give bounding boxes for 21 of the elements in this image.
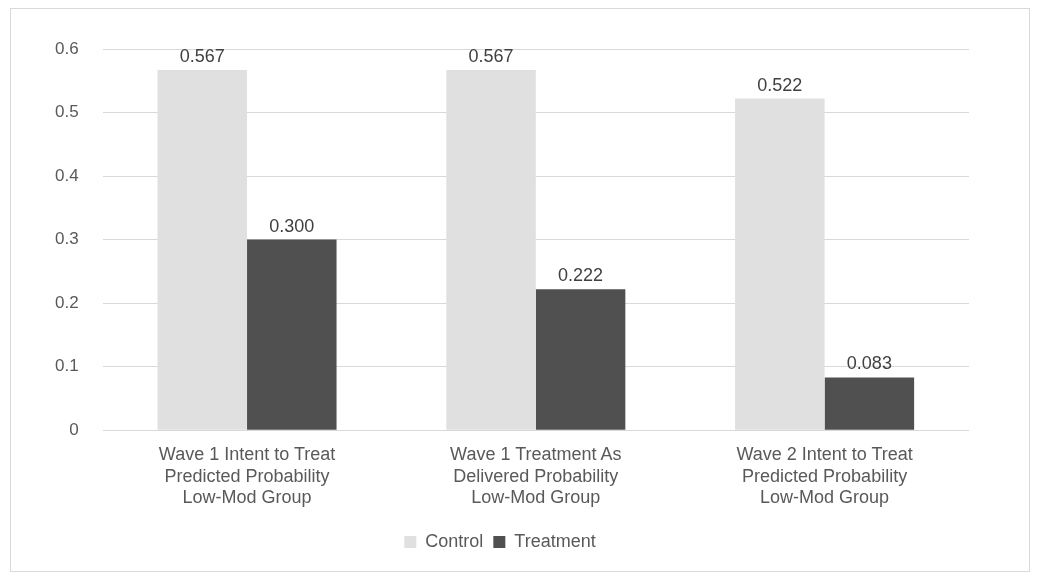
legend-label: Treatment [514,530,596,551]
y-tick-label: 0.2 [54,292,79,312]
data-label: 0.300 [269,215,315,236]
x-tick-label: Wave 2 Intent to Treat Predicted Probability Low-Mod Group [736,443,913,508]
y-tick-label: 0.1 [54,356,79,376]
data-label: 0.083 [846,353,892,374]
bar [535,289,626,430]
y-tick-label: 0 [69,419,79,439]
bar [824,377,915,430]
y-tick-label: 0.6 [54,38,79,58]
data-label: 0.567 [468,45,514,66]
data-label: 0.567 [179,45,225,66]
legend-label: Control [425,530,484,551]
y-tick-label: 0.5 [54,102,79,122]
y-tick-label: 0.3 [54,229,79,249]
bar [247,239,337,430]
x-tick-label: Wave 1 Intent to Treat Predicted Probability Low-Mod Group [158,443,336,508]
y-tick-label: 0.4 [54,165,79,185]
data-label: 0.222 [558,265,604,286]
data-label: 0.522 [757,74,803,95]
x-tick-label: Wave 1 Treatment As Delivered Probability Low-Mod Group [450,443,622,508]
